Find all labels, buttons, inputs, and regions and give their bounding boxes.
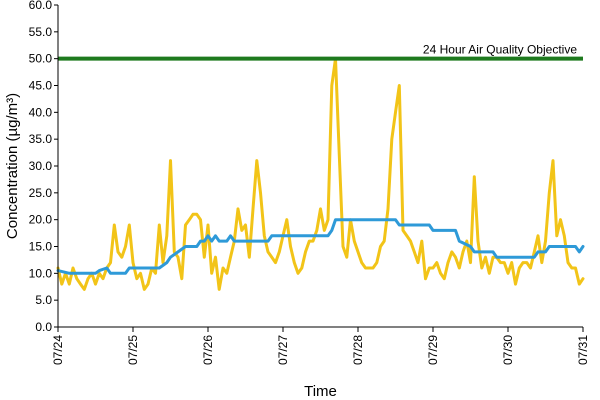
y-tick-label: 40.0 <box>29 105 53 119</box>
y-tick-label: 35.0 <box>29 132 53 146</box>
y-tick-label: 5.0 <box>35 293 52 307</box>
x-tick-label: 07/26 <box>201 335 215 365</box>
x-tick-label: 07/28 <box>351 335 365 365</box>
x-tick-label: 07/25 <box>126 335 140 365</box>
y-tick-label: 55.0 <box>29 25 53 39</box>
y-tick-label: 60.0 <box>29 0 53 12</box>
x-axis-title: Time <box>304 383 337 400</box>
x-tick-label: 07/31 <box>576 335 590 365</box>
y-axis-title: Concentration (µg/m³) <box>4 93 21 239</box>
y-tick-label: 20.0 <box>29 213 53 227</box>
x-tick-label: 07/29 <box>426 335 440 365</box>
x-tick-label: 07/24 <box>51 335 65 365</box>
y-axis-ticks: 0.0 5.0 10.0 15.0 20.0 25.0 30.0 35.0 40.0 45.0 50… <box>29 0 58 334</box>
x-tick-label: 07/30 <box>501 335 515 365</box>
y-tick-label: 30.0 <box>29 159 53 173</box>
series-line-2 <box>56 218 585 275</box>
y-tick-label: 0.0 <box>35 320 52 334</box>
y-tick-label: 10.0 <box>29 266 53 280</box>
y-tick-label: 50.0 <box>29 52 53 66</box>
objective-label: 24 Hour Air Quality Objective <box>423 43 577 57</box>
y-tick-label: 45.0 <box>29 79 53 93</box>
x-axis-ticks: 07/24 07/25 07/26 07/27 07/28 07/29 07/30 07/31 <box>51 327 590 365</box>
series-line-1 <box>56 57 585 291</box>
x-tick-label: 07/27 <box>276 335 290 365</box>
series-layer <box>56 57 585 291</box>
y-tick-label: 25.0 <box>29 186 53 200</box>
y-tick-label: 15.0 <box>29 240 53 254</box>
